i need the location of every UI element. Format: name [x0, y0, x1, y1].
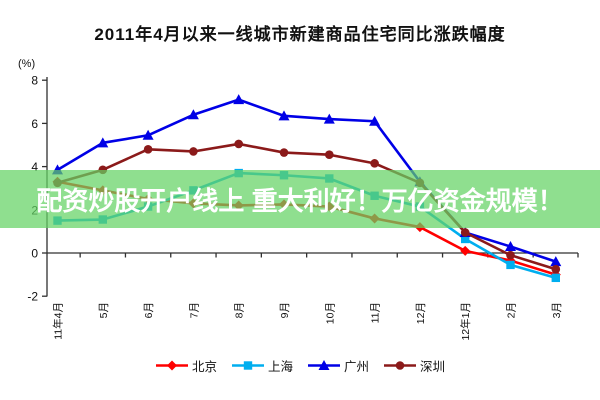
svg-text:9月: 9月 [279, 302, 291, 318]
svg-text:8月: 8月 [234, 302, 246, 318]
chart-legend: 北京 上海 广州 深圳 [0, 356, 600, 375]
chart-title: 2011年4月以来一线城市新建商品住宅同比涨跌幅度 [94, 25, 506, 44]
svg-text:12月: 12月 [415, 302, 427, 324]
svg-text:3月: 3月 [551, 302, 563, 318]
square-marker-icon [231, 361, 264, 370]
legend-label: 上海 [267, 360, 293, 374]
legend-item-shanghai: 上海 [231, 356, 293, 375]
legend-label: 北京 [191, 360, 217, 374]
svg-text:0: 0 [31, 247, 38, 261]
promo-banner-overlay: 配资炒股开户线上 重大利好！万亿资金规模！ [0, 170, 600, 228]
y-axis-unit-label: (%) [18, 58, 36, 70]
svg-text:5月: 5月 [98, 302, 110, 318]
circle-marker-icon [384, 361, 417, 370]
svg-text:7月: 7月 [188, 302, 200, 318]
svg-text:10月: 10月 [324, 302, 336, 324]
svg-text:6月: 6月 [143, 302, 155, 318]
legend-item-shenzhen: 深圳 [383, 356, 445, 375]
legend-label: 深圳 [420, 360, 446, 374]
svg-text:12年1月: 12年1月 [459, 302, 472, 341]
svg-text:4: 4 [31, 160, 38, 174]
svg-text:11月: 11月 [370, 302, 382, 323]
legend-item-beijing: 北京 [155, 356, 217, 375]
svg-text:11年4月: 11年4月 [52, 302, 65, 340]
legend-item-guangzhou: 广州 [307, 356, 369, 375]
diamond-marker-icon [155, 360, 188, 371]
promo-banner-text: 配资炒股开户线上 重大利好！万亿资金规模！ [36, 185, 564, 216]
svg-text:8: 8 [31, 74, 38, 88]
svg-text:6: 6 [31, 117, 38, 131]
svg-text:-2: -2 [27, 290, 38, 304]
x-tick-labels: 11年4月 5月 6月 7月 8月 9月 10月 11月 12月 12年1月 2月 3月 [52, 302, 563, 341]
series-shenzhen [53, 139, 561, 274]
svg-text:2月: 2月 [506, 302, 518, 318]
triangle-marker-icon [308, 360, 340, 370]
legend-label: 广州 [344, 360, 370, 374]
